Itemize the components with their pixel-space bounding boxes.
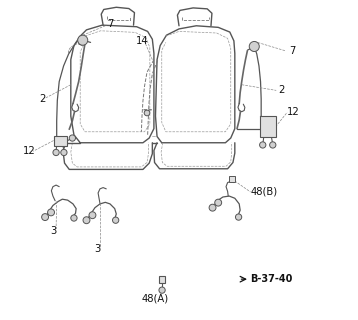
Text: 7: 7 xyxy=(289,46,295,56)
Text: 12: 12 xyxy=(23,146,35,156)
Circle shape xyxy=(71,215,77,221)
Circle shape xyxy=(53,149,59,156)
Circle shape xyxy=(159,287,165,293)
Circle shape xyxy=(89,212,96,219)
Circle shape xyxy=(270,142,276,148)
Circle shape xyxy=(69,135,76,141)
Circle shape xyxy=(236,214,242,220)
Circle shape xyxy=(78,35,88,45)
Text: 48(A): 48(A) xyxy=(142,294,169,304)
Circle shape xyxy=(215,199,222,206)
Bar xyxy=(159,276,165,283)
Circle shape xyxy=(42,214,49,220)
Text: 14: 14 xyxy=(136,36,148,46)
Text: 2: 2 xyxy=(278,85,284,95)
Text: 48(B): 48(B) xyxy=(251,187,277,197)
Circle shape xyxy=(209,204,216,211)
Text: 3: 3 xyxy=(95,244,101,254)
Bar xyxy=(229,176,235,182)
Circle shape xyxy=(260,142,266,148)
Bar xyxy=(54,136,67,146)
Circle shape xyxy=(61,149,67,156)
Circle shape xyxy=(112,217,119,223)
Text: B-37-40: B-37-40 xyxy=(250,274,292,284)
Circle shape xyxy=(249,42,259,52)
Circle shape xyxy=(144,110,150,116)
Bar xyxy=(260,116,276,137)
Circle shape xyxy=(83,217,90,224)
Text: 12: 12 xyxy=(287,107,300,117)
Text: 2: 2 xyxy=(39,94,46,104)
Text: 7: 7 xyxy=(107,19,113,28)
Text: 3: 3 xyxy=(50,226,57,236)
Circle shape xyxy=(48,209,54,216)
